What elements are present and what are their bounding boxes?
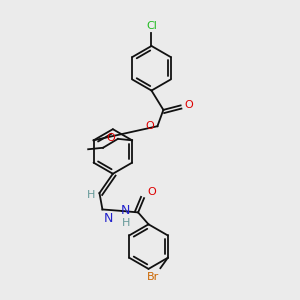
Text: H: H bbox=[122, 218, 130, 228]
Text: Br: Br bbox=[147, 272, 159, 282]
Text: H: H bbox=[87, 190, 95, 200]
Text: N: N bbox=[120, 204, 130, 218]
Text: O: O bbox=[147, 187, 156, 197]
Text: O: O bbox=[145, 121, 154, 131]
Text: O: O bbox=[184, 100, 193, 110]
Text: Cl: Cl bbox=[146, 21, 157, 31]
Text: N: N bbox=[104, 212, 113, 225]
Text: O: O bbox=[107, 133, 116, 143]
